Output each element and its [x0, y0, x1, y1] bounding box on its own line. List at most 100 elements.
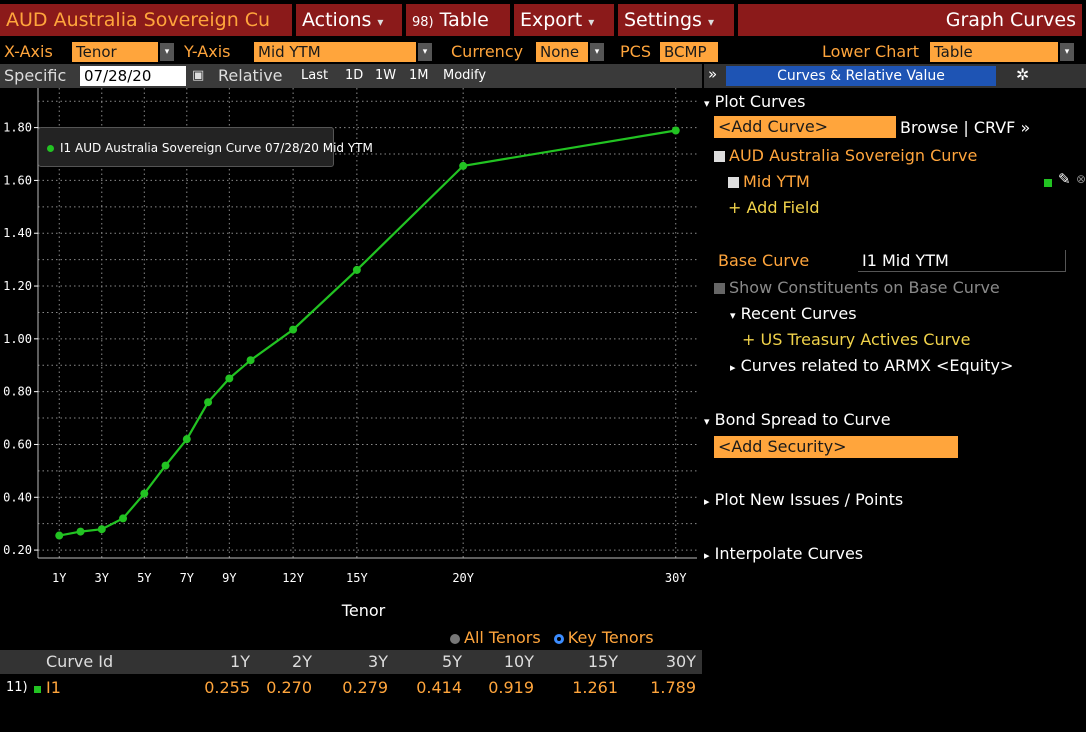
specific-label: Specific — [4, 66, 67, 85]
security-title[interactable]: AUD Australia Sovereign Cu — [0, 4, 292, 36]
data-point[interactable] — [352, 265, 361, 274]
series-i1[interactable] — [55, 126, 680, 540]
collapse-panel-icon[interactable]: » — [708, 65, 718, 83]
plot-curves-label: Plot Curves — [714, 92, 806, 111]
data-point[interactable] — [140, 489, 149, 498]
caret-down-icon: ▾ — [704, 415, 710, 428]
data-point[interactable] — [246, 356, 255, 365]
y-tick-label: 1.20 — [3, 279, 32, 293]
bond-spread-section[interactable]: ▾ Bond Spread to Curve — [704, 410, 891, 429]
data-point[interactable] — [225, 374, 234, 383]
date-input[interactable]: 07/28/20 — [80, 66, 186, 86]
x-tick-label: 15Y — [346, 571, 368, 585]
data-point[interactable] — [119, 514, 128, 523]
checkbox-unchecked-icon[interactable] — [714, 283, 725, 294]
graph-curves-function: Graph Curves — [738, 4, 1082, 36]
interpolate-section[interactable]: ▸ Interpolate Curves — [704, 544, 863, 563]
add-field-link[interactable]: + Add Field — [728, 198, 820, 217]
x-axis-select[interactable]: Tenor — [72, 42, 158, 62]
curve-item[interactable]: AUD Australia Sovereign Curve — [714, 146, 977, 165]
curve-name: AUD Australia Sovereign Curve — [729, 146, 978, 165]
chevron-down-icon[interactable]: ▾ — [160, 43, 174, 61]
remove-icon[interactable]: ⊗ — [1076, 172, 1086, 186]
table-button[interactable]: 98) Table — [406, 4, 510, 36]
field-item[interactable]: Mid YTM — [728, 172, 810, 191]
show-constituents-option[interactable]: Show Constituents on Base Curve — [714, 278, 1000, 297]
series-color-swatch[interactable] — [1044, 179, 1052, 187]
export-menu[interactable]: Export ▾ — [514, 4, 614, 36]
cell-2y: 0.270 — [266, 678, 312, 697]
1d-button[interactable]: 1D — [345, 68, 364, 83]
pencil-icon[interactable]: ✎ — [1058, 170, 1071, 188]
1w-button[interactable]: 1W — [375, 68, 397, 83]
header-3y: 3Y — [368, 652, 388, 671]
gear-icon[interactable]: ✲ — [1016, 65, 1030, 84]
data-point[interactable] — [76, 527, 85, 536]
currency-select[interactable]: None — [536, 42, 588, 62]
all-tenors-option[interactable]: All Tenors — [450, 628, 541, 647]
last-button[interactable]: Last — [301, 68, 329, 83]
y-tick-label: 0.40 — [3, 490, 32, 504]
header-5y: 5Y — [442, 652, 462, 671]
related-curves-section[interactable]: ▸ Curves related to ARMX <Equity> — [730, 356, 1013, 375]
1m-button[interactable]: 1M — [409, 68, 429, 83]
recent-curves-section[interactable]: ▾ Recent Curves — [730, 304, 857, 323]
browse-crvf-link[interactable]: Browse | CRVF » — [900, 118, 1031, 137]
y-axis-label: Y-Axis — [184, 42, 231, 61]
data-point[interactable] — [671, 126, 680, 135]
checkbox-checked-icon[interactable] — [728, 177, 739, 188]
chart-legend[interactable]: I1 AUD Australia Sovereign Curve 07/28/2… — [38, 127, 373, 167]
data-point[interactable] — [289, 325, 298, 334]
data-point[interactable] — [97, 525, 106, 534]
x-axis-value: Tenor — [76, 43, 117, 61]
chevron-down-icon[interactable]: ▾ — [418, 43, 432, 61]
key-tenors-option[interactable]: Key Tenors — [553, 628, 654, 647]
cell-30y: 1.789 — [650, 678, 696, 697]
chevron-down-icon: ▾ — [377, 15, 384, 29]
data-point[interactable] — [204, 398, 213, 407]
modify-button[interactable]: Modify — [443, 68, 487, 83]
plot-curves-section[interactable]: ▾ Plot Curves — [704, 92, 805, 111]
chevron-down-icon[interactable]: ▾ — [1060, 43, 1074, 61]
data-point[interactable] — [182, 435, 191, 444]
legend-marker — [47, 145, 54, 152]
us-treasury-curve-link[interactable]: + US Treasury Actives Curve — [742, 330, 971, 349]
x-tick-label: 3Y — [95, 571, 110, 585]
curves-relative-value-tab[interactable]: Curves & Relative Value — [726, 66, 996, 86]
bond-spread-label: Bond Spread to Curve — [714, 410, 891, 429]
tenor-table: Curve Id 1Y 2Y 3Y 5Y 10Y 15Y 30Y 11) I1 … — [0, 650, 702, 732]
y-axis-select[interactable]: Mid YTM — [254, 42, 416, 62]
lower-chart-value: Table — [934, 43, 973, 61]
legend-series-name: I1 AUD Australia Sovereign Curve 07/28/2… — [60, 141, 373, 155]
chevron-down-icon[interactable]: ▾ — [590, 43, 604, 61]
function-title: Graph Curves — [945, 9, 1076, 31]
row-curve-id: I1 — [46, 678, 61, 697]
data-point[interactable] — [459, 161, 468, 170]
lower-chart-select[interactable]: Table — [930, 42, 1058, 62]
cell-3y: 0.279 — [342, 678, 388, 697]
x-axis-ticks: 1Y 3Y 5Y 7Y 9Y 12Y 15Y 20Y 30Y — [52, 571, 687, 585]
data-point[interactable] — [161, 461, 170, 470]
y-tick-label: 1.00 — [3, 332, 32, 346]
add-curve-input[interactable]: <Add Curve> — [714, 116, 896, 138]
data-point[interactable] — [55, 531, 64, 540]
settings-menu[interactable]: Settings ▾ — [618, 4, 734, 36]
base-curve-value: I1 Mid YTM — [862, 251, 949, 270]
actions-menu[interactable]: Actions ▾ — [296, 4, 402, 36]
series-line[interactable] — [59, 129, 676, 537]
chevron-down-icon: ▾ — [588, 15, 595, 29]
export-label: Export — [520, 9, 583, 31]
add-security-input[interactable]: <Add Security> — [714, 436, 958, 458]
caret-right-icon: ▸ — [704, 495, 710, 508]
checkbox-checked-icon[interactable] — [714, 151, 725, 162]
calendar-icon[interactable]: ▣ — [192, 68, 205, 83]
plot-new-issues-section[interactable]: ▸ Plot New Issues / Points — [704, 490, 903, 509]
pcs-label: PCS — [620, 42, 651, 61]
base-curve-field[interactable]: I1 Mid YTM — [858, 250, 1066, 272]
x-tick-label: 20Y — [452, 571, 474, 585]
yield-curve-chart[interactable]: 0.20 0.40 0.60 0.80 1.00 1.20 1.40 1.60 1.80 1Y 3… — [0, 88, 702, 626]
pcs-field[interactable]: BCMP — [660, 42, 718, 62]
caret-down-icon: ▾ — [730, 309, 736, 322]
currency-value: None — [540, 43, 580, 61]
y-tick-label: 1.60 — [3, 173, 32, 187]
